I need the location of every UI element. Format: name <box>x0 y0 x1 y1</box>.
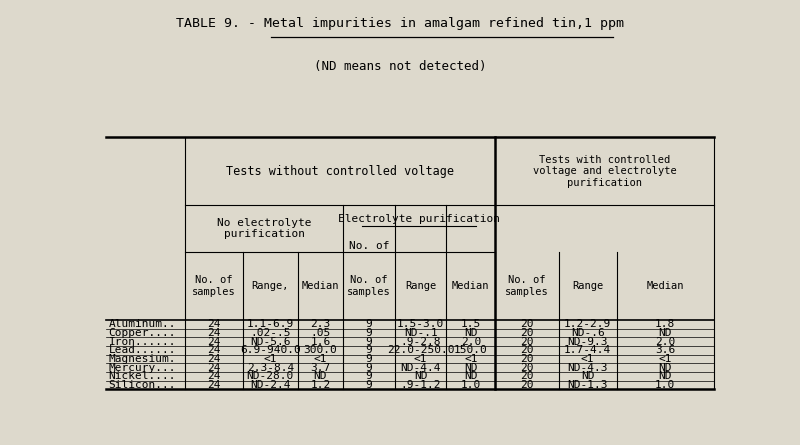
Text: No. of
samples: No. of samples <box>347 275 391 297</box>
Text: 24: 24 <box>207 328 221 338</box>
Text: 2.0: 2.0 <box>655 336 675 347</box>
Text: 2.3: 2.3 <box>310 319 330 329</box>
Text: <1: <1 <box>263 354 277 364</box>
Text: 9: 9 <box>366 328 372 338</box>
Text: 9: 9 <box>366 380 372 390</box>
Text: 24: 24 <box>207 380 221 390</box>
Text: .02-.5: .02-.5 <box>250 328 290 338</box>
Text: Tests without controlled voltage: Tests without controlled voltage <box>226 165 454 178</box>
Text: <1: <1 <box>314 354 327 364</box>
Text: Aluminum..: Aluminum.. <box>109 319 176 329</box>
Text: Silicon...: Silicon... <box>109 380 176 390</box>
Text: ND-2.4: ND-2.4 <box>250 380 290 390</box>
Text: Tests with controlled
voltage and electrolyte
purification: Tests with controlled voltage and electr… <box>533 155 676 188</box>
Text: 24: 24 <box>207 336 221 347</box>
Text: 1.2-2.9: 1.2-2.9 <box>564 319 611 329</box>
Text: Magnesium.: Magnesium. <box>109 354 176 364</box>
Text: Range,: Range, <box>251 281 289 291</box>
Text: ND: ND <box>658 363 672 372</box>
Text: Range: Range <box>572 281 603 291</box>
Text: ND: ND <box>658 371 672 381</box>
Text: <1: <1 <box>581 354 594 364</box>
Text: 20: 20 <box>520 363 534 372</box>
Text: ND: ND <box>414 371 427 381</box>
Text: 24: 24 <box>207 345 221 355</box>
Text: 1.7-4.4: 1.7-4.4 <box>564 345 611 355</box>
Text: ND: ND <box>581 371 594 381</box>
Text: 3.6: 3.6 <box>655 345 675 355</box>
Text: No. of: No. of <box>349 241 390 251</box>
Text: 9: 9 <box>366 336 372 347</box>
Text: Copper....: Copper.... <box>109 328 176 338</box>
Text: 9: 9 <box>366 319 372 329</box>
Text: Lead......: Lead...... <box>109 345 176 355</box>
Text: Electrolyte purification: Electrolyte purification <box>338 214 500 223</box>
Text: 20: 20 <box>520 345 534 355</box>
Text: 150.0: 150.0 <box>454 345 488 355</box>
Text: .9-2.8: .9-2.8 <box>400 336 441 347</box>
Text: ND-.6: ND-.6 <box>571 328 605 338</box>
Text: Iron......: Iron...... <box>109 336 176 347</box>
Text: ND-4.4: ND-4.4 <box>400 363 441 372</box>
Text: ND-28.0: ND-28.0 <box>246 371 294 381</box>
Text: 20: 20 <box>520 336 534 347</box>
Text: 6.9-940.0: 6.9-940.0 <box>240 345 301 355</box>
Text: Median: Median <box>302 281 339 291</box>
Text: 9: 9 <box>366 363 372 372</box>
Text: ND-.1: ND-.1 <box>404 328 438 338</box>
Text: 1.0: 1.0 <box>655 380 675 390</box>
Text: ND-1.3: ND-1.3 <box>567 380 608 390</box>
Text: ND: ND <box>464 371 478 381</box>
Text: Range: Range <box>405 281 436 291</box>
Text: 20: 20 <box>520 319 534 329</box>
Text: 9: 9 <box>366 371 372 381</box>
Text: 1.5: 1.5 <box>461 319 481 329</box>
Text: ND-4.3: ND-4.3 <box>567 363 608 372</box>
Text: ND-5.6: ND-5.6 <box>250 336 290 347</box>
Text: Median: Median <box>452 281 490 291</box>
Text: 22.0-250.0: 22.0-250.0 <box>387 345 454 355</box>
Text: 20: 20 <box>520 380 534 390</box>
Text: <1: <1 <box>464 354 478 364</box>
Text: 1.2: 1.2 <box>310 380 330 390</box>
Text: 1.8: 1.8 <box>655 319 675 329</box>
Text: No. of
samples: No. of samples <box>505 275 549 297</box>
Text: 1.0: 1.0 <box>461 380 481 390</box>
Text: .05: .05 <box>310 328 330 338</box>
Text: ND: ND <box>464 363 478 372</box>
Text: 9: 9 <box>366 354 372 364</box>
Text: <1: <1 <box>414 354 427 364</box>
Text: 24: 24 <box>207 371 221 381</box>
Text: 1.5-3.0: 1.5-3.0 <box>397 319 444 329</box>
Text: Median: Median <box>646 281 684 291</box>
Text: No. of
samples: No. of samples <box>192 275 236 297</box>
Text: 2.0: 2.0 <box>461 336 481 347</box>
Text: ND: ND <box>464 328 478 338</box>
Text: 24: 24 <box>207 363 221 372</box>
Text: TABLE 9. - Metal impurities in amalgam refined tin,1 ppm: TABLE 9. - Metal impurities in amalgam r… <box>176 17 624 30</box>
Text: 20: 20 <box>520 354 534 364</box>
Text: (ND means not detected): (ND means not detected) <box>314 60 486 73</box>
Text: 24: 24 <box>207 354 221 364</box>
Text: 1.1-6.9: 1.1-6.9 <box>246 319 294 329</box>
Text: 2.3-8.4: 2.3-8.4 <box>246 363 294 372</box>
Text: 3.7: 3.7 <box>310 363 330 372</box>
Text: ND: ND <box>314 371 327 381</box>
Text: <1: <1 <box>658 354 672 364</box>
Text: 20: 20 <box>520 328 534 338</box>
Text: 300.0: 300.0 <box>303 345 338 355</box>
Text: Mercury...: Mercury... <box>109 363 176 372</box>
Text: No electrolyte
purification: No electrolyte purification <box>217 218 311 239</box>
Text: .9-1.2: .9-1.2 <box>400 380 441 390</box>
Text: ND-9.3: ND-9.3 <box>567 336 608 347</box>
Text: 24: 24 <box>207 319 221 329</box>
Text: 20: 20 <box>520 371 534 381</box>
Text: ND: ND <box>658 328 672 338</box>
Text: Nickel....: Nickel.... <box>109 371 176 381</box>
Text: 9: 9 <box>366 345 372 355</box>
Text: 1.6: 1.6 <box>310 336 330 347</box>
